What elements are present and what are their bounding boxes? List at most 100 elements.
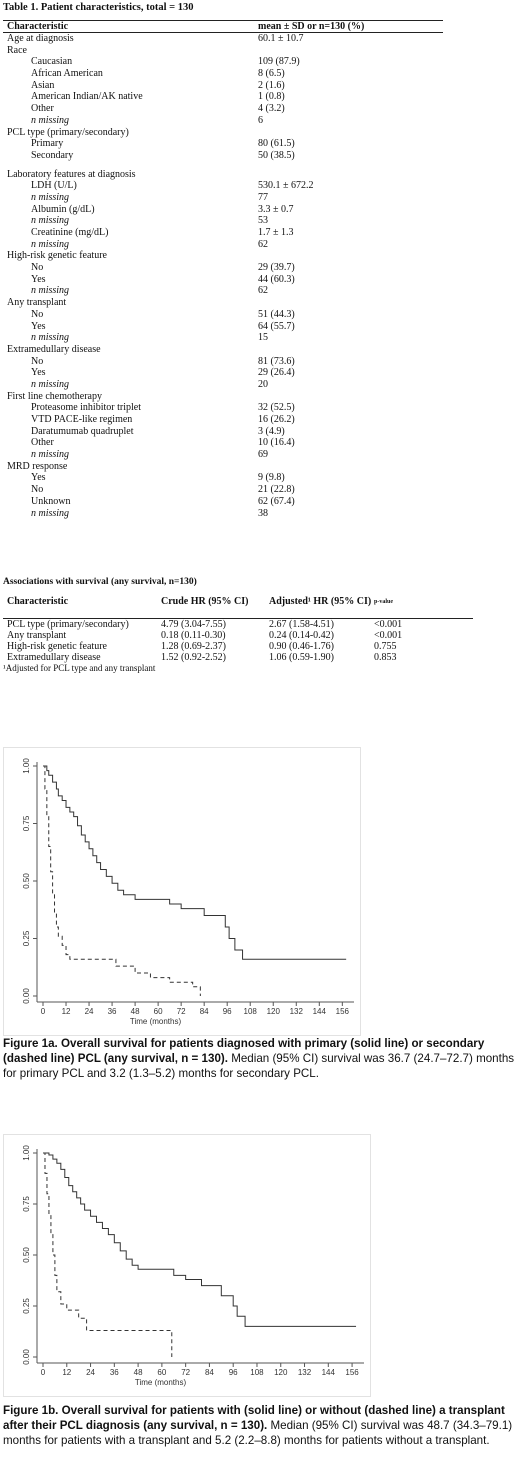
table1-row: n missing 15 [3,332,443,344]
table2-cell-adjusted-hr: 0.90 (0.46-1.76) [269,641,334,652]
table1-row-value: 16 (26.2) [258,414,295,425]
table1-row-label: VTD PACE-like regimen [31,414,133,425]
table2-cell-pvalue: 0.755 [374,641,397,652]
table1-row-value: 109 (87.9) [258,56,300,68]
table1-row-label: Laboratory features at diagnosis [7,168,136,180]
table1-row-label: Other [31,437,54,449]
x-tick-label: 96 [223,1007,232,1016]
y-tick-label: 1.00 [22,1145,31,1161]
table1-row-label: Caucasian [31,56,73,68]
table2-cell-characteristic: Extramedullary disease [7,652,101,663]
table1-row-label: Albumin (g/dL) [31,203,95,215]
table1-row: Any transplant [3,297,443,309]
x-tick-label: 0 [41,1007,46,1016]
table1-row-value: 21 (22.8) [258,484,295,496]
table1-row-label: Primary [31,138,64,150]
table1-row-label: n missing [31,114,70,126]
table1-row-label: Any transplant [7,297,67,309]
y-tick-label: 0.50 [22,873,31,889]
table1-body: Age at diagnosis 60.1 ± 10.7 Race Caucasian… [3,33,443,519]
x-tick-label: 120 [267,1007,281,1016]
table1-row-label: Yes [31,367,46,379]
table1-row-label: Age at diagnosis [7,33,74,44]
table1-row: n missing 6 [3,115,443,127]
dashed-survival-curve [43,765,201,996]
table2-cell-pvalue: <0.001 [374,630,403,641]
x-tick-label: 24 [86,1368,95,1377]
table1-header: Characteristic mean ± SD or n=130 (%) [3,20,443,33]
table2-title: Associations with survival (any survival… [3,577,197,587]
table2-cell-crude-hr: 0.18 (0.11-0.30) [161,630,226,641]
x-tick-label: 12 [62,1368,71,1377]
km-chart-1b: 0.00 0.25 0.50 0.75 1.00 0 12 24 36 48 60 72 84 96 108… [22,1145,364,1387]
table2-row: Any transplant 0.18 (0.11-0.30) 0.24 (0.14… [3,630,473,641]
table1-row-label: Daratumumab quadruplet [31,425,134,437]
table2-header: Characteristic Crude HR (95% CI) Adjuste… [3,596,473,618]
table1-header-characteristic: Characteristic [7,21,69,32]
table1-row-value: 62 [258,285,268,297]
table1-row: Other 10 (16.4) [3,437,443,449]
table1-row: Primary 80 (61.5) [3,138,443,150]
table1-row: Other 4 (3.2) [3,103,443,115]
table2-cell-adjusted-hr: 1.06 (0.59-1.90) [269,652,334,663]
table1-row-value: 8 (6.5) [258,68,285,80]
table1-row-value: 530.1 ± 672.2 [258,180,314,192]
table2-header-pvalue: p-value [374,599,394,605]
table1-row-value: 10 (16.4) [258,437,295,449]
table1-row-value: 29 (26.4) [258,367,295,379]
table1-row: Race [3,45,443,57]
table2-header-adjusted-hr: Adjusted¹ HR (95% CI) [269,596,372,607]
figure-1b-caption: Figure 1b. Overall survival for patients… [3,1403,515,1448]
table1-row-value: 60.1 ± 10.7 [258,33,304,44]
table1-row-label: n missing [31,332,70,344]
table1-row: High-risk genetic feature [3,250,443,262]
table1-row: VTD PACE-like regimen 16 (26.2) [3,414,443,426]
table1-row: Yes 29 (26.4) [3,367,443,379]
y-tick-label: 0.00 [22,1349,31,1365]
x-tick-label: 156 [345,1368,359,1377]
table1-spacer [3,162,443,169]
x-axis-label: Time (months) [135,1378,187,1387]
figure-1a-caption: Figure 1a. Overall survival for patients… [3,1036,515,1081]
table1-row: Daratumumab quadruplet 3 (4.9) [3,426,443,438]
x-tick-label: 132 [298,1368,312,1377]
table1-row: Asian 2 (1.6) [3,80,443,92]
patient-characteristics-table: Characteristic mean ± SD or n=130 (%) Ag… [3,20,443,519]
dashed-survival-curve [43,1152,173,1357]
table1-row-value: 80 (61.5) [258,138,295,150]
x-tick-label: 132 [290,1007,304,1016]
table1-row-label: No [31,484,44,496]
x-tick-label: 36 [110,1368,119,1377]
table1-row: n missing 69 [3,449,443,461]
table1-row-value: 38 [258,507,268,519]
table1-row: Laboratory features at diagnosis [3,169,443,181]
table2-cell-crude-hr: 4.79 (3.04-7.55) [161,619,226,630]
table1-row-label: n missing [31,378,70,390]
table1-row-label: Asian [31,79,55,91]
figure-1a-caption-text: Median (95% CI) survival was 36.7 (24.7–… [3,1052,515,1080]
table2-header-crude-hr: Crude HR (95% CI) [161,596,249,607]
table1-row: Age at diagnosis 60.1 ± 10.7 [3,33,443,45]
table1-row-label: PCL type (primary/secondary) [7,126,129,138]
x-tick-label: 144 [322,1368,336,1377]
x-tick-label: 60 [157,1368,166,1377]
table2-row: PCL type (primary/secondary) 4.79 (3.04-7… [3,619,473,630]
table1-row: Caucasian 109 (87.9) [3,56,443,68]
table1-row-value: 64 (55.7) [258,320,295,332]
table1-row: American Indian/AK native 1 (0.8) [3,91,443,103]
figure-1a-caption-bold: Figure 1a. Overall survival for patients… [3,1037,485,1065]
x-tick-label: 108 [244,1007,258,1016]
table1-row-value: 29 (39.7) [258,262,295,274]
table1-row-label: No [31,262,44,274]
solid-survival-curve [43,1152,357,1327]
table1-row-value: 9 (9.8) [258,472,285,484]
table1-row: Secondary 50 (38.5) [3,150,443,162]
x-tick-label: 156 [336,1007,350,1016]
table1-row-value: 81 (73.6) [258,355,295,367]
x-tick-label: 144 [313,1007,327,1016]
table1-row: Yes 44 (60.3) [3,274,443,286]
survival-associations-table: Characteristic Crude HR (95% CI) Adjuste… [3,596,473,674]
table1-row: n missing 77 [3,192,443,204]
x-tick-label: 48 [134,1368,143,1377]
table1-row-value: 3 (4.9) [258,425,285,437]
